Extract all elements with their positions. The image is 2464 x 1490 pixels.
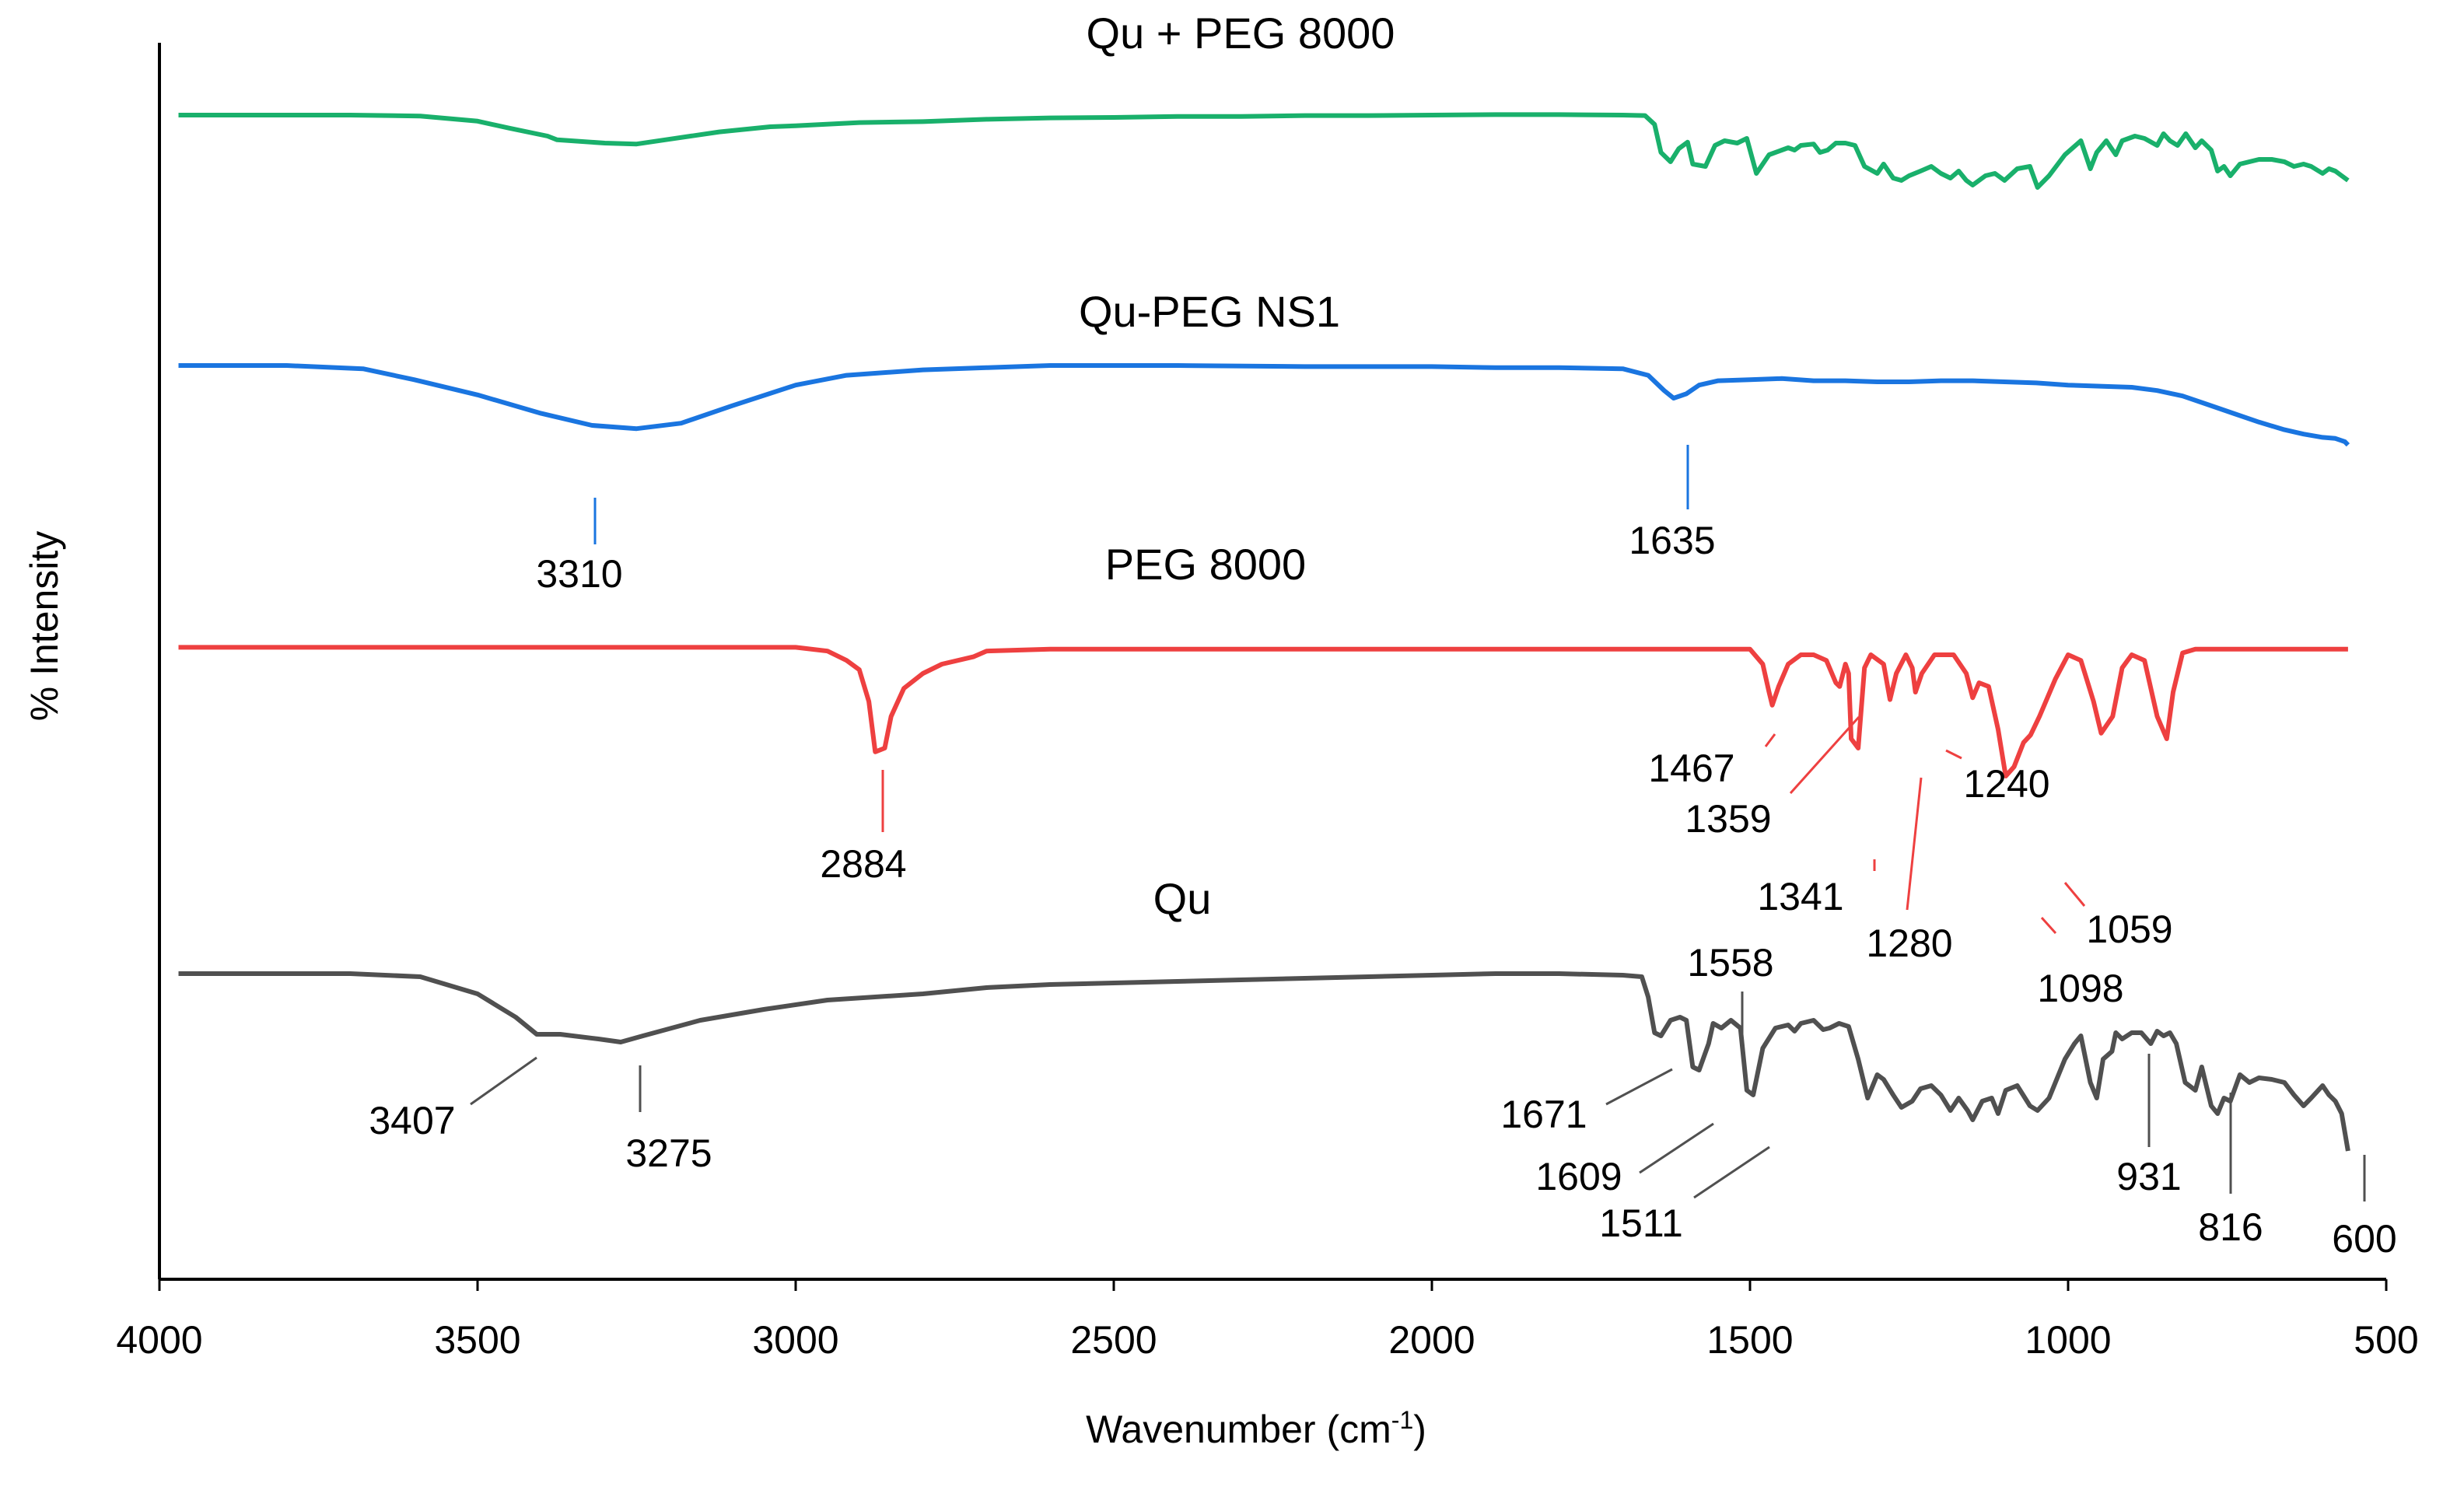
peak-leader-line [470, 1056, 537, 1106]
peak-label: 1098 [2037, 967, 2123, 1010]
peak-label: 1280 [1866, 922, 1952, 965]
peak-label: 1609 [1535, 1155, 1622, 1198]
x-tick-label: 3000 [752, 1318, 838, 1362]
x-tick-label: 3500 [434, 1318, 520, 1362]
x-tick-label: 500 [2354, 1318, 2418, 1362]
series-layer: Qu + PEG 8000 Qu-PEG NS1 PEG 8000 Qu [178, 9, 2350, 1152]
annotation-layer: 3310 1635 2884 1467 1359 1341 1280 1240 1098 1059… [369, 445, 2397, 1261]
peak-leader-line [1945, 749, 1962, 760]
peak-label: 1635 [1629, 519, 1715, 562]
series-title: Qu-PEG NS1 [1079, 287, 1340, 336]
series-title: Qu [1153, 874, 1212, 923]
series-line-qu-peg-ns1 [178, 363, 2350, 447]
x-tick-label: 1500 [1706, 1318, 1793, 1362]
x-tick-label: 2500 [1070, 1318, 1157, 1362]
x-axis-label: Wavenumber (cm-1) [1086, 1406, 1426, 1451]
peak-label: 3275 [625, 1131, 712, 1175]
peak-label: 3407 [369, 1099, 455, 1142]
peak-label: 2884 [820, 842, 906, 886]
peak-leader-line [1789, 715, 1860, 795]
series-line-peg-8000 [178, 645, 2348, 778]
peak-label: 1558 [1687, 941, 1773, 985]
peak-label: 1467 [1648, 747, 1734, 790]
peak-leader-line [2063, 882, 2086, 907]
x-tick-labels: 4000 3500 3000 2500 2000 1500 1000 500 [116, 1279, 2419, 1362]
peak-leader-line [1605, 1068, 1673, 1106]
peak-leader-line [2040, 916, 2057, 935]
x-axis-label-close: ) [1413, 1408, 1426, 1451]
peak-leader-line [1764, 733, 1776, 747]
x-axis-label-superscript: -1 [1391, 1406, 1413, 1434]
peak-label: 931 [2116, 1155, 2181, 1198]
x-tick-label: 1000 [2025, 1318, 2111, 1362]
peak-label: 1059 [2086, 908, 2172, 951]
y-axis-label: % Intensity [23, 531, 66, 722]
peak-label: 3310 [536, 552, 622, 596]
x-axis-label-text: Wavenumber (cm [1086, 1408, 1391, 1451]
peak-label: 1341 [1757, 875, 1843, 918]
peak-leader-line [1639, 1122, 1714, 1174]
peak-label: 1240 [1963, 762, 2049, 806]
peak-label: 1511 [1599, 1201, 1683, 1245]
peak-label: 1359 [1685, 797, 1771, 841]
x-tick-label: 4000 [116, 1318, 202, 1362]
peak-label: 1671 [1500, 1093, 1587, 1136]
peak-label: 816 [2198, 1205, 2263, 1249]
series-line-qu-peg-8000 [178, 112, 2350, 190]
series-title: Qu + PEG 8000 [1087, 9, 1395, 58]
peak-leader-line [1693, 1145, 1770, 1199]
axes [158, 43, 2386, 1281]
series-line-qu [178, 971, 2350, 1152]
x-tick-label: 2000 [1388, 1318, 1475, 1362]
peak-leader-line [1906, 777, 1923, 911]
series-title: PEG 8000 [1105, 540, 1306, 589]
peak-label: 600 [2332, 1217, 2396, 1261]
